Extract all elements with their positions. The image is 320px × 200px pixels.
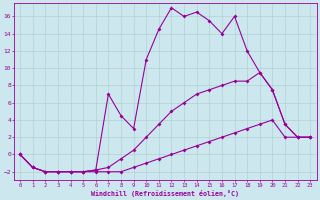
X-axis label: Windchill (Refroidissement éolien,°C): Windchill (Refroidissement éolien,°C) (91, 190, 239, 197)
